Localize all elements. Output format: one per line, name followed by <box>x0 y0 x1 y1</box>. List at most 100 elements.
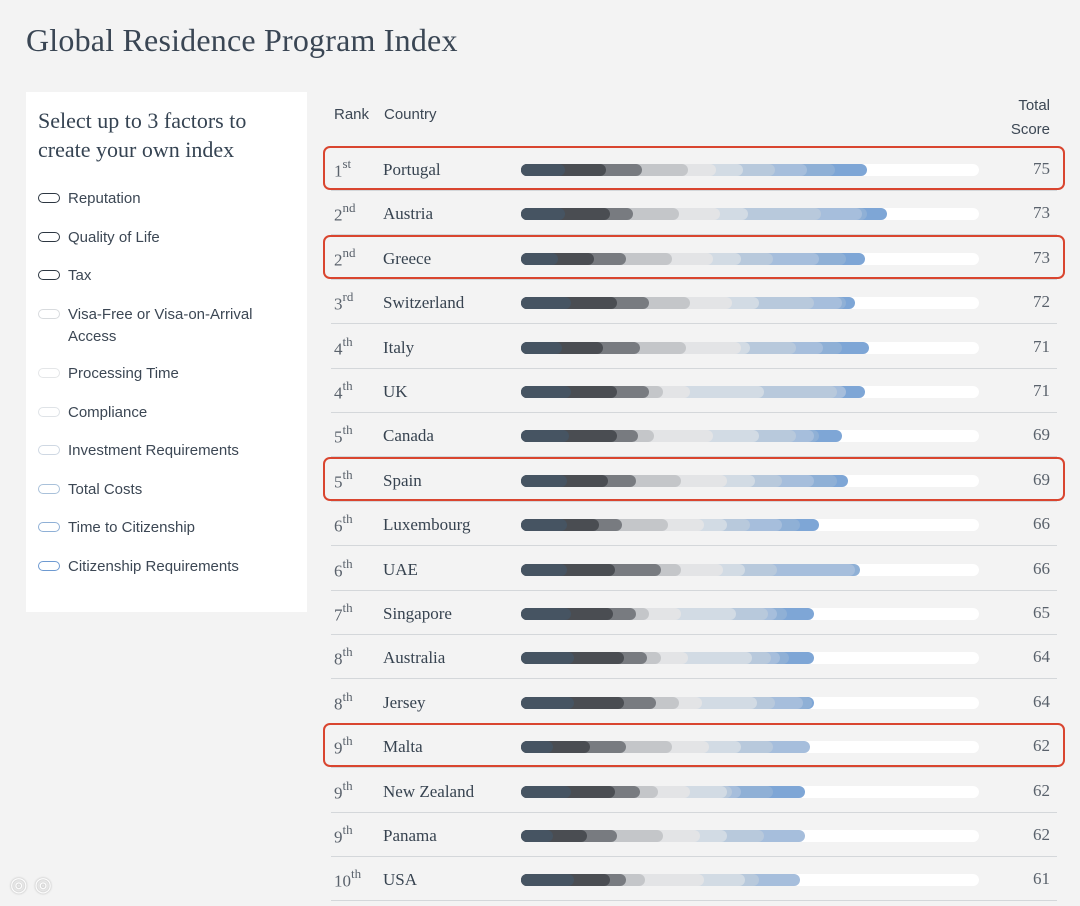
table-row[interactable]: 9th Panama 62 <box>331 812 1057 857</box>
score-bar-track <box>521 208 979 220</box>
rank-suffix: th <box>351 866 362 881</box>
toggle-switch-icon[interactable] <box>38 561 60 571</box>
country-name[interactable]: Australia <box>383 648 446 667</box>
rank-suffix: th <box>342 467 353 482</box>
factor-label: Compliance <box>68 404 148 421</box>
rank-number: 2 <box>334 250 343 270</box>
table-row[interactable]: 8th Jersey 64 <box>331 679 1057 724</box>
country-name[interactable]: Canada <box>383 426 434 445</box>
score-segment-1[interactable] <box>521 342 563 354</box>
rank-label: 2nd <box>334 200 356 226</box>
score-segment-1[interactable] <box>521 208 565 220</box>
rank-number: 2 <box>334 205 343 225</box>
rank-label: 6th <box>334 511 353 537</box>
rank-label: 3rd <box>334 289 354 315</box>
rank-suffix: th <box>342 600 353 615</box>
table-row[interactable]: 10th USA 61 <box>331 856 1057 901</box>
score-segment-1[interactable] <box>521 786 572 798</box>
table-row[interactable]: 6th Luxembourg 66 <box>331 501 1057 546</box>
table-row[interactable]: 6th UAE 66 <box>331 546 1057 591</box>
toggle-switch-icon[interactable] <box>38 522 60 532</box>
rank-suffix: rd <box>342 289 354 304</box>
total-score: 66 <box>1033 559 1050 578</box>
score-segment-1[interactable] <box>521 475 567 487</box>
score-segment-1[interactable] <box>521 164 565 176</box>
score-segment-1[interactable] <box>521 564 567 576</box>
toggle-switch-icon[interactable] <box>38 368 60 378</box>
rank-label: 10th <box>334 866 362 892</box>
score-segment-1[interactable] <box>521 830 554 842</box>
table-row[interactable]: 2nd Austria 73 <box>331 190 1057 235</box>
table-row[interactable]: 8th Australia 64 <box>331 634 1057 679</box>
rank-suffix: th <box>342 556 353 571</box>
total-score: 62 <box>1033 825 1050 844</box>
country-name[interactable]: Singapore <box>383 604 452 623</box>
country-name[interactable]: USA <box>383 870 418 889</box>
country-name[interactable]: Greece <box>383 249 432 268</box>
country-name[interactable]: Spain <box>383 471 422 490</box>
score-segment-1[interactable] <box>521 652 574 664</box>
toggle-switch-icon[interactable] <box>38 407 60 417</box>
score-segment-1[interactable] <box>521 608 572 620</box>
total-score: 65 <box>1033 603 1050 622</box>
country-name[interactable]: Austria <box>383 204 434 223</box>
score-segment-1[interactable] <box>521 253 558 265</box>
country-name[interactable]: Jersey <box>383 693 426 712</box>
factor-label: Total Costs <box>68 481 143 498</box>
factor-panel: Select up to 3 factors to create your ow… <box>26 92 307 612</box>
toggle-switch-icon[interactable] <box>38 309 60 319</box>
rank-label: 8th <box>334 644 353 670</box>
country-name[interactable]: Switzerland <box>383 293 465 312</box>
country-name[interactable]: Malta <box>383 737 423 756</box>
table-row[interactable]: 4th UK 71 <box>331 368 1057 413</box>
country-name[interactable]: Luxembourg <box>383 515 471 534</box>
rank-label: 5th <box>334 422 353 448</box>
rank-suffix: th <box>342 334 353 349</box>
score-segment-1[interactable] <box>521 741 554 753</box>
country-name[interactable]: Italy <box>383 338 415 357</box>
country-name[interactable]: Portugal <box>383 160 441 179</box>
rank-label: 7th <box>334 600 353 626</box>
score-segment-1[interactable] <box>521 697 574 709</box>
country-name[interactable]: UK <box>383 382 408 401</box>
table-row[interactable]: 3rd Switzerland 72 <box>331 279 1057 324</box>
toggle-switch-icon[interactable] <box>38 232 60 242</box>
table-row[interactable]: 5th Spain 69 <box>331 457 1057 502</box>
total-score: 62 <box>1033 736 1050 755</box>
rank-suffix: th <box>342 511 353 526</box>
table-row[interactable]: 4th Italy 71 <box>331 324 1057 369</box>
factor-label: Reputation <box>68 190 141 207</box>
score-segment-1[interactable] <box>521 386 572 398</box>
rank-number: 7 <box>334 605 343 625</box>
score-segment-1[interactable] <box>521 874 574 886</box>
score-bar-track <box>521 519 979 531</box>
score-bar-track <box>521 608 979 620</box>
toggle-switch-icon[interactable] <box>38 270 60 280</box>
rank-number: 9 <box>334 783 343 803</box>
toggle-switch-icon[interactable] <box>38 445 60 455</box>
table-row[interactable]: 5th Canada 69 <box>331 412 1057 457</box>
country-name[interactable]: Panama <box>383 826 437 845</box>
rank-suffix: th <box>342 822 353 837</box>
rank-number: 5 <box>334 427 343 447</box>
table-row[interactable]: 9th Malta 62 <box>331 723 1057 768</box>
score-segment-1[interactable] <box>521 519 567 531</box>
country-name[interactable]: UAE <box>383 560 418 579</box>
score-bar-track <box>521 164 979 176</box>
country-name[interactable]: New Zealand <box>383 782 475 801</box>
score-segment-1[interactable] <box>521 430 570 442</box>
table-row[interactable]: 7th Singapore 65 <box>331 590 1057 635</box>
rank-suffix: nd <box>342 200 356 215</box>
table-row[interactable]: 1st Portugal 75 <box>331 146 1057 191</box>
table-row[interactable]: 2nd Greece 73 <box>331 235 1057 280</box>
score-bar-track <box>521 652 979 664</box>
score-segment-1[interactable] <box>521 297 572 309</box>
table-row[interactable]: 9th New Zealand 62 <box>331 768 1057 813</box>
rank-suffix: th <box>342 778 353 793</box>
toggle-switch-icon[interactable] <box>38 193 60 203</box>
toggle-switch-icon[interactable] <box>38 484 60 494</box>
rank-number: 4 <box>334 339 343 359</box>
score-bar-track <box>521 564 979 576</box>
total-score: 66 <box>1033 514 1050 533</box>
